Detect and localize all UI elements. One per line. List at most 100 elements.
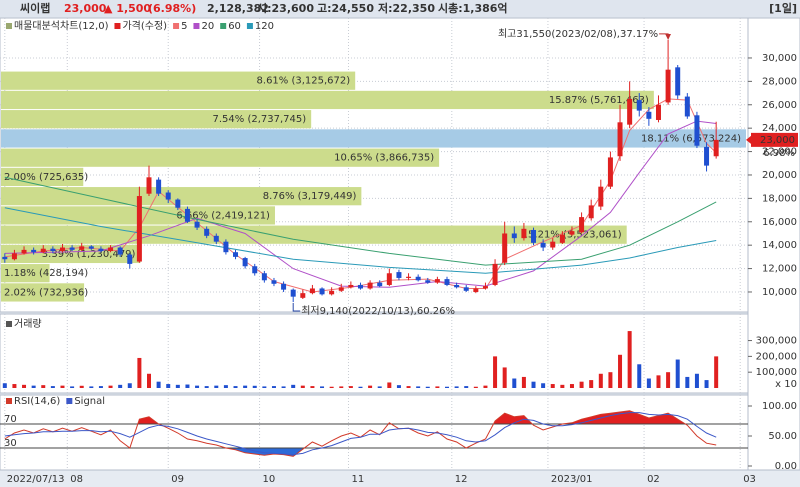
low: 저:22,350 <box>378 1 435 15</box>
x-tick-label: 09 <box>171 474 184 485</box>
profile-label: 18.11% (6,573,224) <box>641 133 741 144</box>
volume-bar <box>377 386 382 388</box>
volume-bar <box>127 383 132 388</box>
volume-bar <box>637 364 642 388</box>
volume-bar <box>262 386 267 388</box>
volume-bar <box>243 385 248 388</box>
y-tick-label: 12,000 <box>762 264 797 275</box>
volume-bar <box>118 384 123 388</box>
profile-label: 8.76% (3,179,449) <box>263 191 357 202</box>
volume-bar <box>493 356 498 388</box>
candle-body <box>21 249 27 254</box>
volume-bar <box>223 385 228 388</box>
candle-body <box>69 247 75 250</box>
y-tick-label: 50.00 <box>768 431 797 442</box>
period[interactable]: [1일] <box>769 1 797 15</box>
profile-label: 3.39% (1,230,479) <box>42 249 136 260</box>
candle-body <box>415 276 421 281</box>
volume-bar <box>156 381 161 388</box>
volume-bar <box>320 386 325 388</box>
candle-body <box>348 284 354 288</box>
y-tick-label: 16,000 <box>762 217 797 228</box>
candle-body <box>559 234 565 243</box>
legend-label: Signal <box>74 396 105 407</box>
annotation-arrow <box>292 303 301 312</box>
candle-body <box>309 288 315 294</box>
volume-bar <box>271 386 276 388</box>
profile-label: 7.54% (2,737,745) <box>213 114 307 125</box>
volume-bar <box>108 385 113 388</box>
legend-swatch <box>114 23 121 29</box>
volume-bar <box>714 356 719 388</box>
profile-label: 10.65% (3,866,735) <box>334 153 434 164</box>
rsi-line <box>4 412 717 456</box>
volume-bar <box>406 386 411 388</box>
candle-body <box>40 248 46 253</box>
candle-body <box>88 246 94 249</box>
candle-body <box>463 287 469 291</box>
volume-bar <box>281 386 286 388</box>
y-tick-label: 18,000 <box>762 193 797 204</box>
volume-bar <box>502 367 507 388</box>
volume-panel <box>0 313 749 394</box>
volume-bar <box>531 381 536 388</box>
candle-body <box>108 247 114 252</box>
change: ▲ 1,500 <box>104 2 151 15</box>
candle-body <box>588 205 594 219</box>
profile-label: 8.61% (3,125,672) <box>257 76 351 87</box>
level-label: 70 <box>4 414 17 425</box>
volume-bar <box>195 385 200 388</box>
volume-bar <box>204 386 209 388</box>
volume-bar <box>675 359 680 388</box>
candle-body <box>540 242 546 248</box>
x-tick-label: 08 <box>70 474 83 485</box>
candle-body <box>233 252 239 257</box>
candle-body <box>502 233 508 263</box>
candle-body <box>627 98 633 125</box>
candle-body <box>482 286 488 289</box>
level-label: 30 <box>4 438 17 449</box>
candle-body <box>59 247 65 252</box>
candle-body <box>329 290 335 295</box>
y-tick-label: 28,000 <box>762 76 797 87</box>
legend-swatch <box>173 23 180 29</box>
candle-body <box>338 287 344 291</box>
volume-bar <box>560 384 565 388</box>
volume-bar <box>89 386 94 388</box>
volume-bar <box>416 386 421 388</box>
y-tick-label: 20,000 <box>762 170 797 181</box>
legend-label: 거래량 <box>14 318 42 330</box>
volume-bar <box>396 385 401 388</box>
high: 고:24,550 <box>317 2 374 15</box>
legend-swatch <box>6 321 12 327</box>
volume-bar <box>473 386 478 388</box>
candle-body <box>636 100 642 111</box>
volume-bar <box>589 380 594 388</box>
candle-body <box>213 235 219 242</box>
volume-bar <box>685 376 690 388</box>
candle-body <box>261 273 267 281</box>
volume: 2,128,382 <box>207 2 269 15</box>
candle-body <box>684 96 690 117</box>
candle-body <box>550 241 556 248</box>
candle-body <box>271 280 277 284</box>
volume-bar <box>387 382 392 388</box>
candle-body <box>713 139 719 157</box>
profile-bar <box>1 225 627 244</box>
volume-unit: x 10 <box>775 379 797 390</box>
ma-line <box>4 207 717 274</box>
candle-body <box>50 248 56 252</box>
profile-bar <box>1 148 440 167</box>
volume-bar <box>579 381 584 388</box>
candle-body <box>617 122 623 157</box>
candle-body <box>79 246 85 250</box>
y-tick-label: 100,000 <box>756 367 797 378</box>
legend-swatch <box>66 398 73 404</box>
ma-line <box>4 176 717 266</box>
stock-name: 씨이랩 <box>20 1 50 15</box>
candle-body <box>665 69 671 103</box>
candle-body <box>655 104 661 120</box>
y-tick-label: 10,000 <box>762 287 797 298</box>
profile-bar <box>1 71 356 90</box>
x-tick-label: 2022/07/13 <box>7 474 65 485</box>
